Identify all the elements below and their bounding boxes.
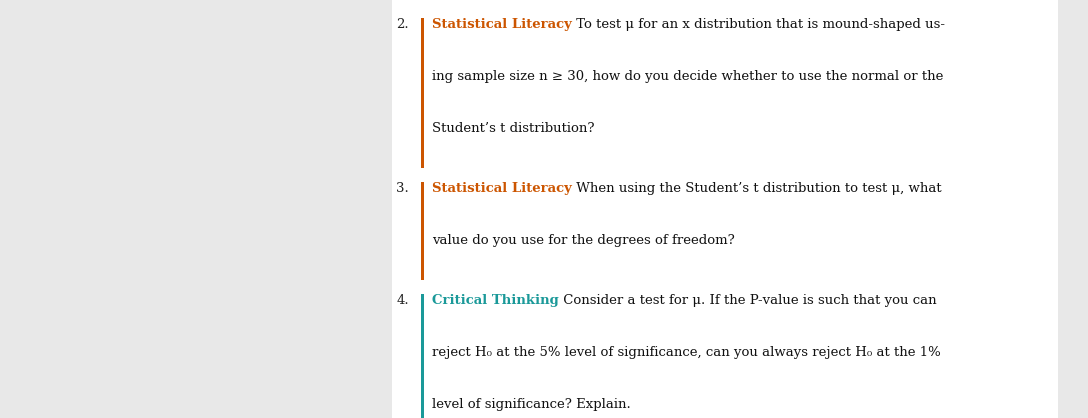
Text: 3.: 3. <box>396 182 409 195</box>
Text: Consider a test for μ. If the P-value is such that you can: Consider a test for μ. If the P-value is… <box>559 294 937 307</box>
Bar <box>392 0 1058 418</box>
Text: To test μ for an x distribution that is mound-shaped us-: To test μ for an x distribution that is … <box>572 18 944 31</box>
Text: Student’s t distribution?: Student’s t distribution? <box>432 122 594 135</box>
Text: 2.: 2. <box>396 18 409 31</box>
Text: level of significance? Explain.: level of significance? Explain. <box>432 398 631 411</box>
Text: Statistical Literacy: Statistical Literacy <box>432 18 572 31</box>
Bar <box>420 182 423 280</box>
Text: ing sample size n ≥ 30, how do you decide whether to use the normal or the: ing sample size n ≥ 30, how do you decid… <box>432 70 943 83</box>
Bar <box>420 18 423 168</box>
Bar <box>420 294 423 418</box>
Text: Statistical Literacy: Statistical Literacy <box>432 182 572 195</box>
Text: value do you use for the degrees of freedom?: value do you use for the degrees of free… <box>432 234 734 247</box>
Text: 4.: 4. <box>396 294 409 307</box>
Text: Critical Thinking: Critical Thinking <box>432 294 559 307</box>
Text: When using the Student’s t distribution to test μ, what: When using the Student’s t distribution … <box>572 182 941 195</box>
Text: reject H₀ at the 5% level of significance, can you always reject H₀ at the 1%: reject H₀ at the 5% level of significanc… <box>432 346 941 359</box>
